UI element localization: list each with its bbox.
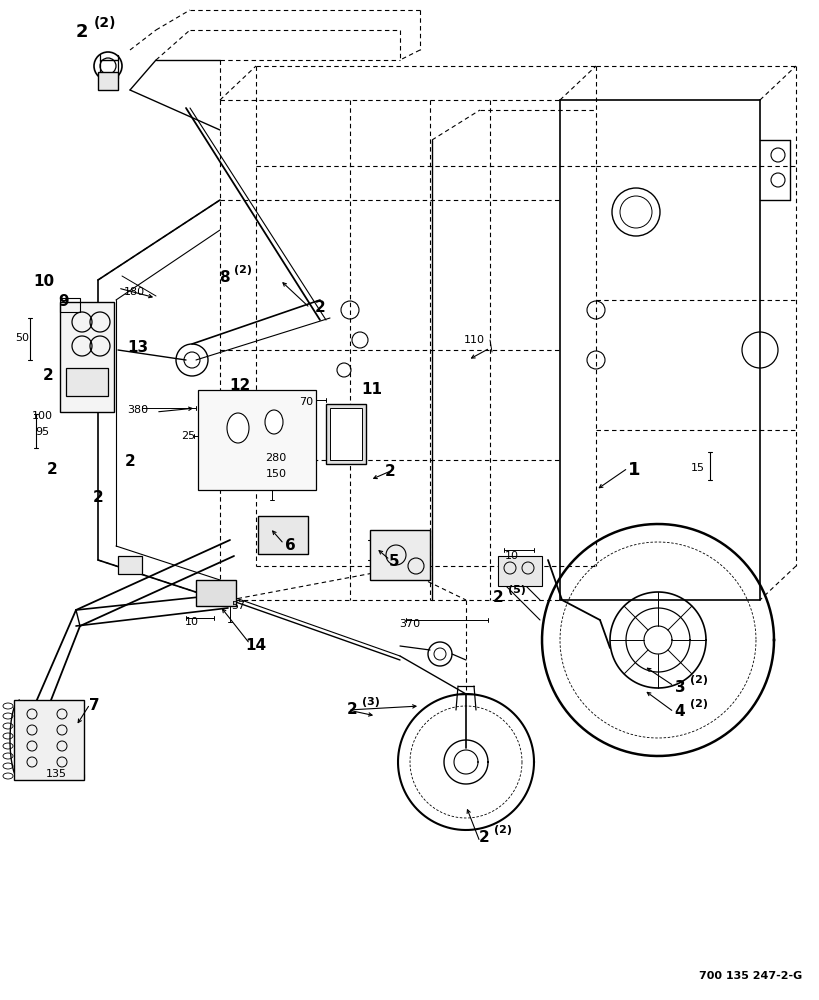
Text: 14: 14: [245, 639, 266, 654]
Text: 10: 10: [185, 617, 199, 627]
Text: 9: 9: [59, 294, 70, 310]
Bar: [497, 556, 541, 586]
Text: 10: 10: [34, 274, 55, 290]
Text: 2: 2: [384, 464, 395, 480]
Text: 2: 2: [75, 23, 88, 41]
Text: 13: 13: [127, 340, 148, 356]
Ellipse shape: [265, 410, 283, 434]
Text: 12: 12: [229, 378, 251, 393]
Bar: [196, 580, 236, 606]
Text: (2): (2): [93, 16, 116, 30]
Bar: [197, 390, 315, 490]
Text: 3: 3: [674, 680, 685, 696]
Bar: [258, 516, 308, 554]
Text: 2: 2: [346, 702, 357, 718]
Text: 15: 15: [690, 463, 704, 473]
Bar: [66, 368, 108, 396]
Text: 10: 10: [505, 551, 518, 561]
Text: 95: 95: [35, 427, 49, 437]
Text: 2: 2: [43, 368, 53, 383]
Text: 150: 150: [265, 469, 286, 479]
Text: 2: 2: [93, 490, 103, 506]
Text: 110: 110: [463, 335, 484, 345]
Text: 1: 1: [627, 461, 640, 479]
Text: 7: 7: [88, 698, 99, 714]
Bar: [326, 404, 365, 464]
Text: 50: 50: [15, 333, 29, 343]
Text: 370: 370: [399, 619, 420, 629]
Text: 2: 2: [492, 590, 503, 605]
Text: (3): (3): [361, 697, 379, 707]
Text: 5: 5: [388, 554, 399, 570]
Text: (2): (2): [689, 675, 707, 685]
Text: (2): (2): [493, 825, 511, 835]
Text: 100: 100: [31, 411, 52, 421]
Text: (5): (5): [507, 585, 525, 595]
Ellipse shape: [227, 413, 249, 443]
Text: 380: 380: [127, 405, 148, 415]
Text: 180: 180: [124, 287, 144, 297]
Text: 2: 2: [478, 830, 489, 845]
Bar: [60, 298, 80, 312]
Text: 2: 2: [314, 300, 325, 316]
Bar: [14, 700, 84, 780]
Text: 70: 70: [299, 397, 313, 407]
Text: 25: 25: [181, 431, 195, 441]
Text: 2: 2: [124, 454, 135, 470]
Bar: [118, 556, 142, 574]
Text: 57: 57: [231, 601, 245, 611]
Text: (2): (2): [233, 265, 251, 275]
Text: 700 135 247-2-G: 700 135 247-2-G: [698, 971, 801, 981]
Text: 8: 8: [219, 270, 229, 286]
Bar: [369, 530, 429, 580]
Bar: [60, 302, 114, 412]
Bar: [98, 72, 118, 90]
Text: 280: 280: [265, 453, 287, 463]
Text: (2): (2): [689, 699, 707, 709]
Text: 2: 2: [47, 462, 57, 478]
Text: 4: 4: [674, 704, 685, 720]
Text: 135: 135: [45, 769, 66, 779]
Text: 11: 11: [361, 382, 382, 397]
Bar: [329, 408, 361, 460]
Text: 6: 6: [284, 538, 295, 554]
